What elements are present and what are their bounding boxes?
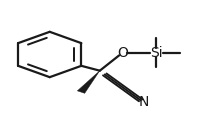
Text: N: N: [138, 95, 149, 109]
Text: Si: Si: [150, 46, 162, 59]
Text: O: O: [117, 46, 128, 59]
Polygon shape: [77, 71, 100, 93]
